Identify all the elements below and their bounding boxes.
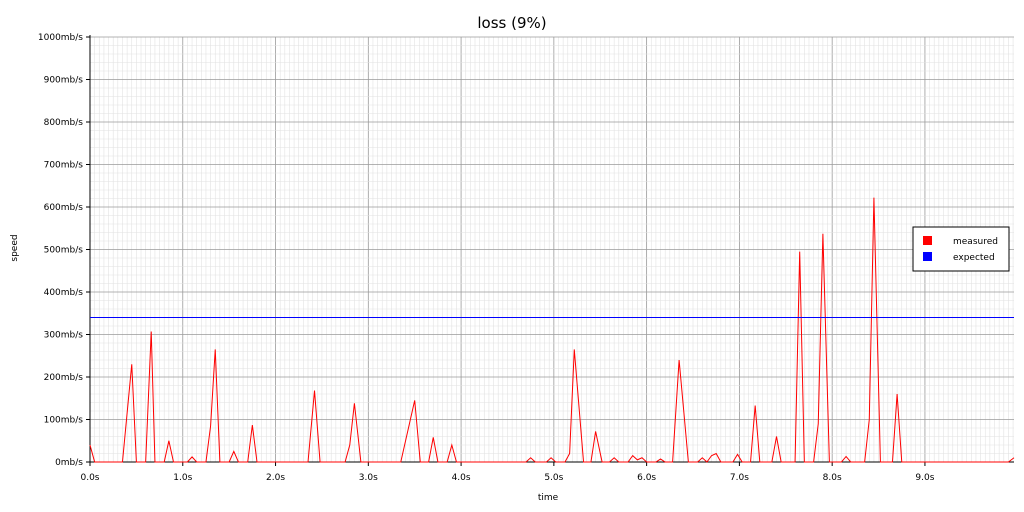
x-tick-label: 5.0s [544, 473, 563, 483]
y-tick-label: 900mb/s [44, 76, 84, 86]
y-tick-label: 400mb/s [44, 288, 84, 298]
y-tick-label: 800mb/s [44, 118, 84, 128]
x-tick-label: 7.0s [730, 473, 749, 483]
x-tick-label: 2.0s [266, 473, 285, 483]
y-tick-label: 200mb/s [44, 373, 84, 383]
x-axis-ticks: 0.0s 1.0s 2.0s 3.0s 4.0s 5.0s 6.0s 7.0s 8.0s 9.0s [80, 462, 935, 483]
plot-area [89, 197, 1015, 463]
x-tick-label: 3.0s [359, 473, 378, 483]
y-axis-ticks: 0mb/s 100mb/s 200mb/s 300mb/s 400mb/s 500mb/s… [38, 33, 90, 468]
x-tick-label: 4.0s [452, 473, 471, 483]
legend-box [912, 226, 1010, 272]
y-tick-label: 1000mb/s [38, 33, 83, 43]
legend-label-expected: expected [953, 253, 995, 263]
legend-swatch-expected [923, 252, 932, 261]
y-tick-label: 600mb/s [44, 203, 84, 213]
x-tick-label: 9.0s [915, 473, 934, 483]
legend-label-measured: measured [953, 237, 998, 247]
series-line-measured [89, 197, 1015, 463]
x-tick-label: 8.0s [823, 473, 842, 483]
y-tick-label: 100mb/s [44, 416, 84, 426]
y-tick-label: 0mb/s [55, 458, 83, 468]
y-tick-label: 500mb/s [44, 246, 84, 256]
legend: measured expected [912, 226, 1010, 272]
x-tick-label: 1.0s [173, 473, 192, 483]
x-tick-label: 0.0s [80, 473, 99, 483]
y-tick-label: 700mb/s [44, 161, 84, 171]
legend-swatch-measured [923, 236, 932, 245]
x-axis-label: time [538, 493, 559, 503]
x-tick-label: 6.0s [637, 473, 656, 483]
chart-title: loss (9%) [477, 14, 546, 32]
y-tick-label: 300mb/s [44, 331, 84, 341]
y-axis-label: speed [10, 234, 20, 261]
